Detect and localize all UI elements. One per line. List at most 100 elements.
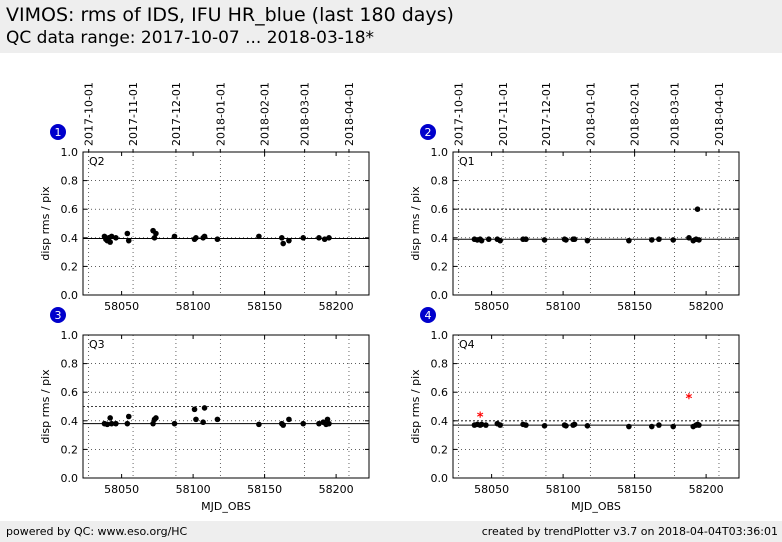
y-tick-label: 0.2 — [431, 443, 449, 456]
y-tick-label: 0.4 — [61, 415, 79, 428]
date-tick-label: 2017-12-01 — [540, 82, 553, 146]
data-point — [563, 423, 569, 429]
data-point — [648, 423, 655, 430]
data-point — [171, 420, 178, 427]
data-point — [200, 419, 206, 426]
y-axis-label: disp rms / pix — [409, 186, 422, 261]
x-tick-label: 58100 — [546, 300, 581, 313]
data-point — [326, 420, 332, 427]
data-point — [326, 235, 332, 241]
y-tick-label: 0.0 — [61, 289, 79, 302]
data-point — [571, 421, 578, 428]
data-point — [626, 423, 632, 430]
data-point — [108, 420, 115, 427]
y-tick-label: 0.0 — [431, 472, 449, 485]
data-point — [648, 237, 655, 243]
y-tick-label: 1.0 — [61, 146, 79, 159]
y-tick-label: 0.6 — [61, 386, 79, 399]
x-tick-label: 58200 — [689, 483, 724, 496]
data-point — [656, 422, 662, 428]
header: VIMOS: rms of IDS, IFU HR_blue (last 180… — [0, 0, 782, 53]
date-tick-label: 2018-03-01 — [669, 82, 682, 146]
x-tick-label: 58050 — [474, 483, 509, 496]
x-tick-label: 58050 — [474, 300, 509, 313]
data-point — [541, 237, 548, 243]
x-tick-label: 58200 — [319, 483, 354, 496]
y-tick-label: 0.8 — [61, 358, 79, 371]
y-tick-label: 1.0 — [61, 329, 79, 342]
data-point — [497, 422, 503, 428]
data-point — [125, 237, 132, 244]
date-tick-label: 2018-02-01 — [629, 82, 642, 146]
data-point — [694, 206, 701, 212]
x-tick-label: 58050 — [104, 300, 139, 313]
data-point — [626, 237, 632, 244]
date-tick-label: 2018-01-01 — [584, 82, 597, 146]
quadrant-label: Q2 — [89, 155, 105, 168]
y-tick-label: 1.0 — [431, 329, 449, 342]
footer: powered by QC: www.eso.org/HC created by… — [0, 521, 782, 542]
data-point — [316, 420, 322, 427]
data-point — [113, 420, 119, 427]
data-point — [124, 230, 131, 237]
data-point — [483, 422, 489, 428]
data-point — [280, 240, 287, 247]
footer-created: created by trendPlotter v3.7 on 2018-04-… — [481, 525, 778, 538]
y-tick-label: 0.4 — [61, 232, 79, 245]
data-point — [113, 235, 119, 241]
y-tick-label: 0.2 — [61, 260, 79, 273]
x-tick-label: 58050 — [104, 483, 139, 496]
x-tick-label: 58150 — [617, 483, 652, 496]
data-point — [278, 235, 285, 241]
x-tick-label: 58100 — [176, 300, 211, 313]
data-point — [193, 416, 199, 423]
data-point — [124, 420, 131, 427]
quadrant-label: Q1 — [459, 155, 475, 168]
data-point — [214, 236, 221, 243]
y-axis-label: disp rms / pix — [409, 369, 422, 444]
data-point — [670, 423, 677, 430]
x-tick-label: 58200 — [689, 300, 724, 313]
data-point — [686, 235, 692, 241]
panel-number-badge — [420, 124, 436, 140]
x-tick-label: 58100 — [176, 483, 211, 496]
data-point — [150, 420, 156, 427]
panel-number: 2 — [425, 126, 432, 139]
y-tick-label: 0.4 — [431, 232, 449, 245]
y-tick-label: 1.0 — [431, 146, 449, 159]
panel-number-badge — [50, 307, 66, 323]
data-point — [584, 237, 591, 244]
date-tick-label: 2017-10-01 — [83, 82, 96, 146]
date-tick-label: 2017-11-01 — [127, 82, 140, 146]
data-point — [563, 237, 569, 243]
panel-number: 1 — [55, 126, 62, 139]
data-point — [286, 416, 292, 423]
y-tick-label: 0.0 — [61, 472, 79, 485]
y-tick-label: 0.6 — [61, 203, 79, 216]
data-point — [151, 235, 158, 241]
data-point — [256, 421, 262, 428]
data-point — [541, 423, 548, 429]
x-tick-label: 58200 — [319, 300, 354, 313]
y-tick-label: 0.0 — [431, 289, 449, 302]
data-point — [656, 236, 662, 243]
y-tick-label: 0.6 — [431, 386, 449, 399]
plot-frame — [82, 334, 370, 479]
chart-panel-3: 0.0 0.2 0.4 0.6 0.8 1.0 58050 58100 58150 58200 Q3… — [39, 307, 370, 496]
date-tick-label: 2018-04-01 — [713, 82, 726, 146]
y-tick-label: 0.8 — [431, 358, 449, 371]
x-axis-label: MJD_OBS — [571, 500, 621, 513]
data-point — [107, 415, 113, 421]
data-point — [201, 405, 208, 411]
data-point — [107, 239, 113, 245]
data-point — [571, 236, 578, 243]
data-point — [286, 237, 292, 244]
y-tick-label: 0.2 — [431, 260, 449, 273]
data-point — [316, 235, 322, 241]
data-point — [696, 422, 702, 428]
x-tick-label: 58150 — [617, 300, 652, 313]
data-point — [201, 233, 208, 240]
data-point — [670, 237, 677, 243]
data-point — [256, 233, 262, 240]
page-title: VIMOS: rms of IDS, IFU HR_blue (last 180… — [6, 4, 454, 26]
